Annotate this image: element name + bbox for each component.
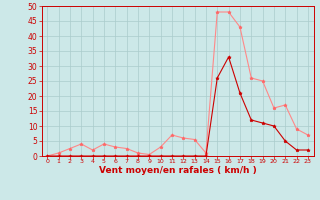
X-axis label: Vent moyen/en rafales ( km/h ): Vent moyen/en rafales ( km/h )	[99, 166, 256, 175]
